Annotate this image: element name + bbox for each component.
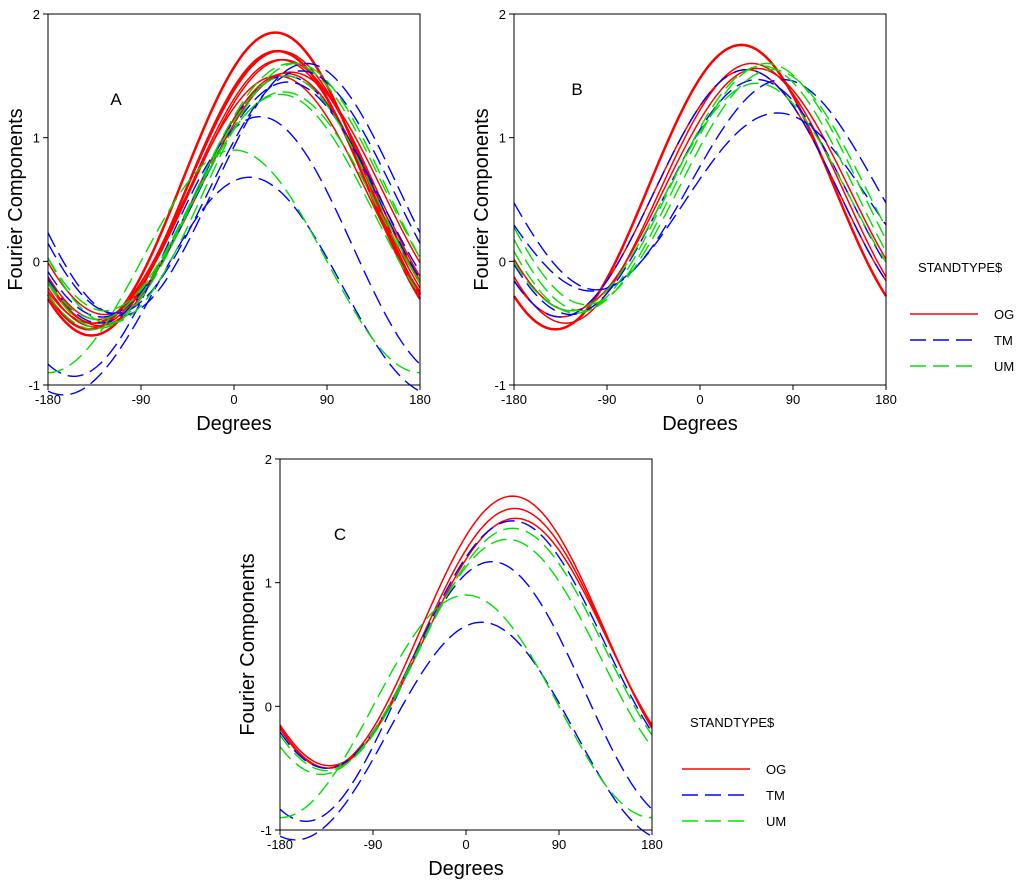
legend-title: STANDTYPE$ — [918, 260, 1003, 275]
y-axis-title: Fourier Components — [237, 553, 259, 735]
series-lines — [279, 495, 653, 841]
legend-title: STANDTYPE$ — [690, 715, 775, 730]
x-tick-label: 180 — [875, 392, 897, 407]
series-line-tm — [513, 68, 887, 318]
x-tick-label: 180 — [641, 837, 663, 852]
x-tick-label: 0 — [230, 392, 237, 407]
series-lines — [512, 43, 888, 331]
y-tick-label: 0 — [499, 254, 506, 269]
y-tick-label: 1 — [499, 131, 506, 146]
series-line-tm — [47, 116, 421, 377]
x-tick-label: -180 — [501, 392, 527, 407]
series-line-og — [279, 507, 653, 769]
plot-frame — [513, 13, 887, 386]
series-line-tm — [47, 176, 421, 396]
x-tick-label: 0 — [696, 392, 703, 407]
y-axis-title: Fourier Components — [5, 108, 27, 290]
series-line-og — [47, 59, 421, 328]
legend-label-og: OG — [994, 307, 1014, 322]
x-axis-title: Degrees — [662, 413, 738, 435]
y-tick-label: 1 — [33, 131, 40, 146]
x-tick-label: 90 — [320, 392, 334, 407]
series-line-um — [47, 91, 421, 321]
legend-label-tm: TM — [766, 788, 785, 803]
legend-label-um: UM — [766, 814, 786, 829]
series-line-um — [47, 75, 421, 329]
legend-label-tm: TM — [994, 333, 1013, 348]
series-line-tm — [279, 561, 653, 822]
series-line-tm — [513, 78, 887, 316]
y-tick-label: -1 — [28, 378, 40, 393]
x-tick-label: 90 — [786, 392, 800, 407]
y-tick-label: 2 — [499, 7, 506, 22]
legend: STANDTYPE$ OG TM UM — [682, 715, 786, 829]
x-axis-title: Degrees — [196, 413, 272, 435]
x-tick-label: -180 — [267, 837, 293, 852]
x-tick-label: 90 — [552, 837, 566, 852]
series-line-tm — [279, 520, 653, 769]
series-line-og — [47, 72, 421, 327]
series-line-um — [513, 65, 887, 315]
y-tick-label: -1 — [494, 378, 506, 393]
y-tick-label: 0 — [265, 699, 272, 714]
series-line-um — [279, 538, 653, 775]
series-line-um — [279, 594, 653, 819]
x-tick-label: 0 — [462, 837, 469, 852]
panel-a-chart: -180 -90 0 90 180 -1 0 1 2 Degrees Fourier Compone… — [5, 7, 431, 435]
panel-c-chart: -180 -90 0 90 180 -1 0 1 2 Degrees Fourier Compone… — [237, 452, 786, 880]
panel-label: A — [110, 90, 122, 109]
y-tick-label: 1 — [265, 576, 272, 591]
series-line-tm — [513, 112, 887, 292]
x-tick-label: -90 — [598, 392, 617, 407]
series-line-og — [47, 50, 421, 324]
y-tick-label: -1 — [260, 823, 272, 838]
y-tick-label: 0 — [33, 254, 40, 269]
x-axis-title: Degrees — [428, 858, 504, 880]
x-tick-label: -90 — [132, 392, 151, 407]
y-axis-title: Fourier Components — [471, 108, 493, 290]
x-tick-label: -90 — [364, 837, 383, 852]
panel-label: C — [334, 525, 346, 544]
x-tick-label: 180 — [409, 392, 431, 407]
legend-label-um: UM — [994, 359, 1014, 374]
series-line-og — [513, 62, 887, 324]
series-lines — [46, 31, 422, 396]
series-line-um — [513, 82, 887, 312]
series-line-tm — [279, 621, 653, 841]
x-tick-label: -180 — [35, 392, 61, 407]
series-line-tm — [47, 70, 421, 315]
series-line-og — [47, 75, 421, 324]
panel-b-chart: -180 -90 0 90 180 -1 0 1 2 Degrees Fourier Compone… — [471, 7, 1014, 435]
y-tick-label: 2 — [33, 7, 40, 22]
series-line-og — [512, 43, 888, 331]
series-line-um — [47, 149, 421, 374]
series-line-tm — [47, 62, 421, 317]
legend: STANDTYPE$ OG TM UM — [910, 260, 1014, 374]
series-line-tm — [513, 78, 887, 291]
panel-label: B — [571, 80, 582, 99]
series-line-um — [513, 62, 887, 312]
series-line-og — [279, 517, 653, 767]
series-line-tm — [47, 75, 421, 324]
plot-frame — [279, 458, 653, 831]
series-line-og — [46, 49, 422, 337]
series-line-um — [513, 69, 887, 306]
y-tick-label: 2 — [265, 452, 272, 467]
legend-label-og: OG — [766, 762, 786, 777]
